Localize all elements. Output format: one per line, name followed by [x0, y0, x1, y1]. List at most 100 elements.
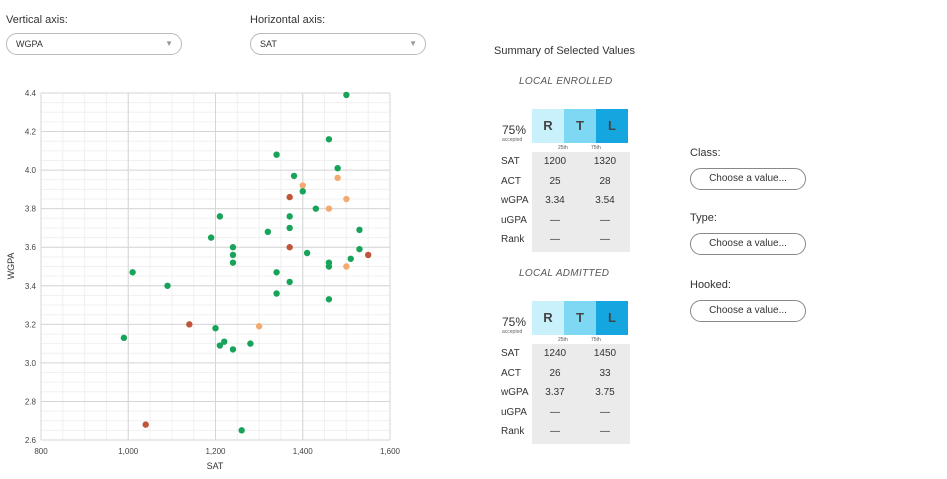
scatter-point[interactable]	[286, 278, 293, 286]
scatter-point[interactable]	[312, 205, 320, 212]
scatter-point[interactable]	[216, 213, 224, 220]
scatter-point[interactable]	[255, 323, 263, 330]
chart-ticks: 800 1,000 1,200 1,400 1,600 2.6 2.8 3.0 3.2 3.4 3.…	[25, 89, 401, 456]
quartile-75-label: 75th	[591, 145, 601, 151]
scatter-point[interactable]	[347, 255, 354, 262]
scatter-point[interactable]	[325, 263, 333, 270]
row-value-25: —	[550, 406, 560, 418]
row-value-75: 28	[599, 175, 611, 187]
row-label: wGPA	[501, 195, 529, 206]
scatter-point[interactable]	[120, 334, 128, 342]
scatter-point[interactable]	[343, 91, 350, 99]
scatter-point[interactable]	[273, 290, 280, 297]
values-table-bg	[532, 344, 630, 444]
row-value-75: —	[600, 234, 610, 245]
scatter-point[interactable]	[164, 282, 171, 289]
scatter-point[interactable]	[273, 151, 280, 158]
row-value-25: 1240	[543, 348, 567, 359]
scatter-point[interactable]	[247, 340, 254, 347]
y-tick-label: 3.0	[25, 359, 37, 368]
row-value-75: 1320	[593, 156, 617, 167]
row-value-25: 3.37	[545, 387, 565, 398]
rtl-box-l: L	[596, 301, 628, 335]
scatter-point[interactable]	[273, 269, 280, 276]
y-tick-label: 3.4	[25, 282, 37, 291]
row-label: Rank	[501, 426, 525, 437]
horizontal-axis-value: SAT	[260, 39, 277, 49]
row-value-75: 3.54	[595, 195, 615, 206]
scatter-point[interactable]	[299, 188, 306, 195]
scatter-point[interactable]	[129, 269, 136, 276]
values-table-bg	[532, 152, 630, 252]
scatter-point[interactable]	[286, 224, 293, 232]
scatter-point[interactable]	[212, 324, 219, 332]
scatter-point[interactable]	[186, 321, 193, 328]
filter-select[interactable]: Choose a value...	[690, 233, 806, 255]
row-value-75: —	[600, 406, 610, 418]
scatter-point[interactable]	[229, 346, 237, 353]
scatter-point[interactable]	[325, 296, 333, 303]
x-axis-label: SAT	[207, 461, 224, 471]
row-value-75: —	[600, 214, 610, 226]
scatter-point[interactable]	[229, 259, 237, 266]
y-tick-label: 4.4	[25, 89, 37, 98]
row-label: SAT	[501, 156, 520, 167]
scatter-point[interactable]	[207, 234, 215, 241]
scatter-point[interactable]	[364, 251, 372, 259]
scatter-point[interactable]	[343, 263, 350, 270]
scatter-point[interactable]	[303, 249, 311, 257]
y-tick-label: 2.6	[25, 436, 37, 445]
row-value-75: 3.75	[595, 387, 615, 398]
scatter-point[interactable]	[142, 421, 149, 428]
scatter-point[interactable]	[334, 174, 341, 182]
vertical-axis-select[interactable]: WGPA ▼	[6, 33, 182, 55]
row-value-25: 26	[549, 367, 561, 379]
scatter-point[interactable]	[290, 172, 298, 180]
row-label: ACT	[501, 367, 521, 379]
scatter-point[interactable]	[229, 244, 237, 251]
y-tick-label: 3.6	[25, 243, 37, 252]
scatter-point[interactable]	[216, 342, 224, 349]
x-tick-label: 800	[34, 447, 48, 456]
filter-label: Hooked:	[690, 279, 731, 291]
accepted-percent: 75%	[502, 123, 527, 137]
scatter-point[interactable]	[221, 338, 228, 345]
filter-select[interactable]: Choose a value...	[690, 168, 806, 190]
row-label: SAT	[501, 348, 520, 359]
accepted-label: accepted	[502, 329, 523, 335]
section-title: LOCAL ADMITTED	[519, 268, 610, 279]
section-title: LOCAL ENROLLED	[519, 76, 613, 87]
y-tick-label: 4.0	[25, 166, 37, 175]
scatter-point[interactable]	[325, 205, 333, 212]
accepted-percent: 75%	[502, 315, 527, 329]
scatter-point[interactable]	[325, 136, 333, 143]
scatter-point[interactable]	[356, 245, 363, 253]
row-value-75: —	[600, 426, 610, 437]
horizontal-axis-label: Horizontal axis:	[250, 14, 326, 26]
rtl-box-t: T	[564, 109, 596, 143]
filter-select[interactable]: Choose a value...	[690, 300, 806, 322]
vertical-axis-label: Vertical axis:	[6, 14, 68, 26]
row-label: uGPA	[501, 406, 527, 418]
vertical-axis-value: WGPA	[16, 39, 43, 49]
chevron-down-icon: ▼	[165, 39, 173, 48]
y-axis-label: WGPA	[6, 253, 16, 280]
scatter-point[interactable]	[286, 193, 293, 201]
rtl-box-r: R	[532, 109, 564, 143]
scatter-point[interactable]	[356, 226, 363, 234]
scatter-point[interactable]	[229, 251, 237, 259]
scatter-point[interactable]	[343, 195, 350, 203]
scatter-point[interactable]	[238, 427, 245, 434]
horizontal-axis-select[interactable]: SAT ▼	[250, 33, 426, 55]
quartile-75-label: 75th	[591, 337, 601, 343]
scatter-point[interactable]	[334, 164, 341, 172]
row-value-75: 1450	[593, 348, 617, 359]
scatter-point[interactable]	[286, 244, 293, 251]
scatter-point[interactable]	[286, 213, 293, 220]
row-label: uGPA	[501, 214, 527, 226]
x-tick-label: 1,000	[118, 447, 139, 456]
row-value-75: 33	[599, 367, 611, 379]
scatter-point[interactable]	[264, 228, 272, 235]
scatter-point[interactable]	[299, 182, 306, 189]
row-label: ACT	[501, 175, 521, 187]
